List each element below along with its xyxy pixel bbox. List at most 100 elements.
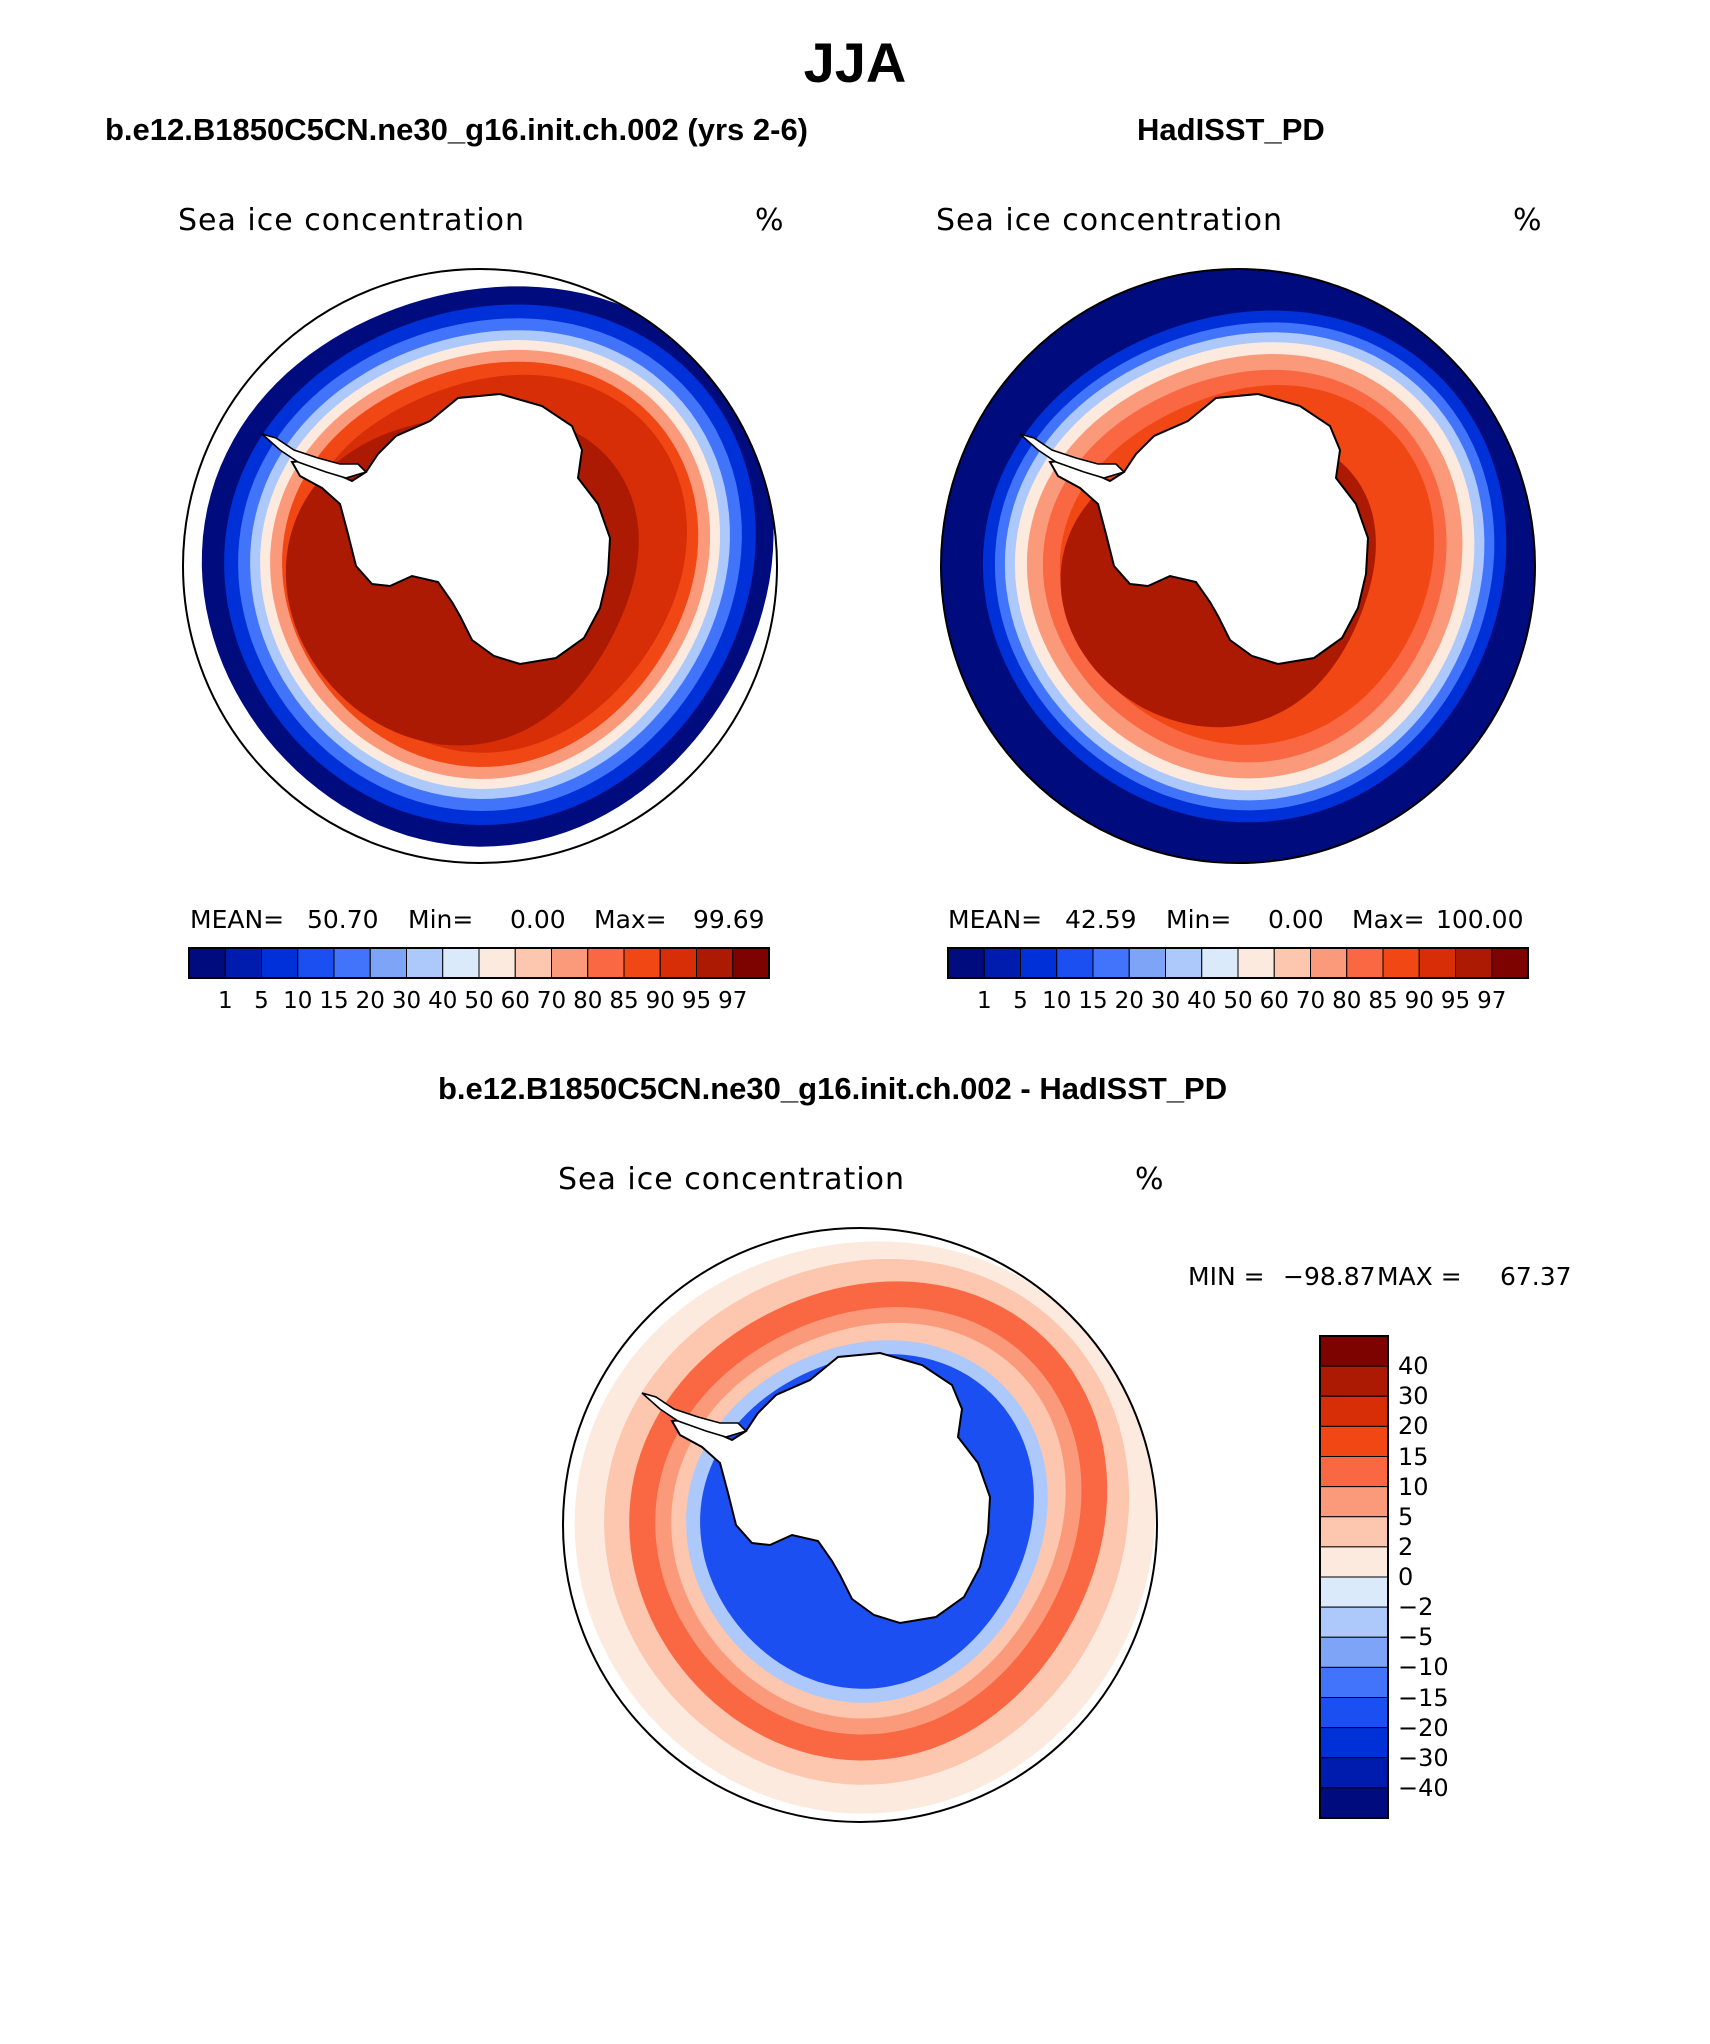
model-colorbar-tick-label: 15 [319,988,349,1014]
diff-min-label: MIN = [1188,1262,1265,1291]
obs-colorbar-tick-label: 10 [1042,988,1072,1014]
model-colorbar-tick-label: 80 [573,988,603,1014]
model-colorbar-labels: 1 5 10 15 20 30 40 50 60 70 80 85 90 95 97 [189,988,769,1018]
obs-colorbar-swatch [1201,947,1239,979]
model-colorbar-swatch [732,947,770,979]
diff-colorbar-tick-label: 30 [1398,1382,1429,1411]
diff-colorbar-tick-label: −20 [1398,1713,1449,1742]
model-colorbar-tick-label: 40 [428,988,458,1014]
diff-colorbar-tick-label: −5 [1398,1623,1434,1652]
model-colorbar-swatch [659,947,697,979]
diff-colorbar-frame [1319,1335,1389,1819]
model-colorbar-swatch [297,947,335,979]
model-colorbar-swatch [333,947,371,979]
obs-variable-label: Sea ice concentration [936,203,1284,238]
model-mean-label: MEAN= [190,905,285,934]
obs-colorbar-swatch [1273,947,1311,979]
diff-colorbar-tick-label: −10 [1398,1653,1449,1682]
diff-colorbar-swatch [1319,1787,1389,1819]
model-colorbar-tick-label: 90 [645,988,675,1014]
model-min-label: Min= [408,905,474,934]
diff-colorbar-tick-label: −15 [1398,1683,1449,1712]
diff-colorbar-swatch [1319,1546,1389,1578]
diff-sea-ice-map [562,1227,1158,1823]
model-map-boundary [182,268,778,864]
diff-colorbar-tick-label: −30 [1398,1743,1449,1772]
model-units-label: % [755,203,785,238]
obs-colorbar-tick-label: 60 [1259,988,1289,1014]
model-variable-label: Sea ice concentration [178,203,526,238]
diff-colorbar-swatch [1319,1757,1389,1789]
obs-colorbar-tick-label: 1 [976,988,992,1014]
obs-colorbar-tick-label: 90 [1404,988,1434,1014]
model-colorbar-swatch [696,947,734,979]
obs-colorbar-tick-label: 80 [1332,988,1362,1014]
diff-map-boundary [562,1227,1158,1823]
diff-colorbar-tick-label: −2 [1398,1593,1434,1622]
diff-colorbar-labels: 40 30 20 15 10 5 2 0 −2 −5 −10 −15 −20 −30 −40 [1398,1336,1518,1818]
diff-colorbar-swatch [1319,1666,1389,1699]
obs-colorbar-swatch [983,947,1021,979]
figure-title: JJA [803,31,907,94]
diff-variable-label: Sea ice concentration [558,1162,906,1197]
obs-colorbar-tick-label: 40 [1187,988,1217,1014]
model-colorbar-swatch [514,947,552,979]
obs-colorbar-swatch [1056,947,1094,979]
diff-colorbar-tick-label: 5 [1398,1502,1414,1531]
obs-mean-value: 42.59 [1065,905,1137,934]
diff-colorbar-tick-label: 15 [1398,1442,1429,1471]
obs-colorbar-swatch [1128,947,1166,979]
model-colorbar-swatch [406,947,444,979]
obs-colorbar-swatch [1346,947,1384,979]
obs-max-label: Max= [1352,905,1425,934]
obs-map-boundary [940,268,1536,864]
obs-colorbar-tick-label: 70 [1295,988,1326,1014]
model-colorbar-swatch [623,947,661,979]
model-colorbar-tick-label: 20 [355,988,385,1014]
diff-colorbar-swatch [1319,1636,1389,1668]
diff-units-label: % [1135,1162,1165,1197]
obs-units-label: % [1513,203,1543,238]
diff-colorbar-swatch [1319,1516,1389,1548]
model-antarctic-peninsula [261,433,368,479]
model-colorbar-tick-label: 50 [464,988,494,1014]
obs-colorbar-tick-label: 95 [1440,988,1471,1014]
model-min-value: 0.00 [510,905,566,934]
model-colorbar-swatch [369,947,407,979]
diff-colorbar-tick-label: 2 [1398,1532,1414,1561]
obs-colorbar-swatch [1382,947,1420,979]
model-max-value: 99.69 [693,905,765,934]
diff-panel-title: b.e12.B1850C5CN.ne30_g16.init.ch.002 - H… [438,1071,1228,1106]
model-colorbar-tick-label: 1 [217,988,233,1014]
model-stats: MEAN= 50.70 Min= 0.00 Max= 99.69 [190,905,790,935]
obs-stats: MEAN= 42.59 Min= 0.00 Max= 100.00 [948,905,1548,935]
obs-colorbar-swatch [1418,947,1456,979]
diff-max-value: 67.37 [1500,1262,1572,1291]
model-colorbar-tick-label: 60 [500,988,530,1014]
obs-colorbar-tick-label: 5 [1013,988,1028,1014]
diff-max-label: MAX = [1377,1262,1462,1291]
diff-colorbar-swatch [1319,1335,1389,1367]
model-colorbar [188,947,770,979]
obs-colorbar-tick-label: 50 [1223,988,1253,1014]
model-colorbar-swatch [261,947,299,979]
obs-colorbar-swatch [1455,947,1493,979]
obs-max-value: 100.00 [1436,905,1524,934]
diff-colorbar-swatch [1319,1606,1389,1638]
model-colorbar-tick-label: 30 [391,988,422,1014]
obs-panel-title: HadISST_PD [1137,112,1325,147]
obs-mean-label: MEAN= [948,905,1043,934]
model-colorbar-swatch [478,947,516,979]
model-colorbar-tick-label: 97 [718,988,748,1014]
diff-colorbar-swatch [1319,1576,1389,1608]
obs-colorbar-tick-label: 20 [1114,988,1144,1014]
obs-colorbar-swatch [1491,947,1529,979]
model-colorbar-tick-label: 85 [609,988,639,1014]
obs-antarctic-peninsula [1019,433,1126,479]
obs-colorbar-tick-label: 15 [1078,988,1108,1014]
obs-sea-ice-map [940,268,1536,864]
obs-colorbar-swatch [1092,947,1130,979]
model-colorbar-swatch [224,947,262,979]
diff-antarctic-peninsula [641,1392,748,1438]
obs-colorbar-tick-label: 85 [1368,988,1398,1014]
